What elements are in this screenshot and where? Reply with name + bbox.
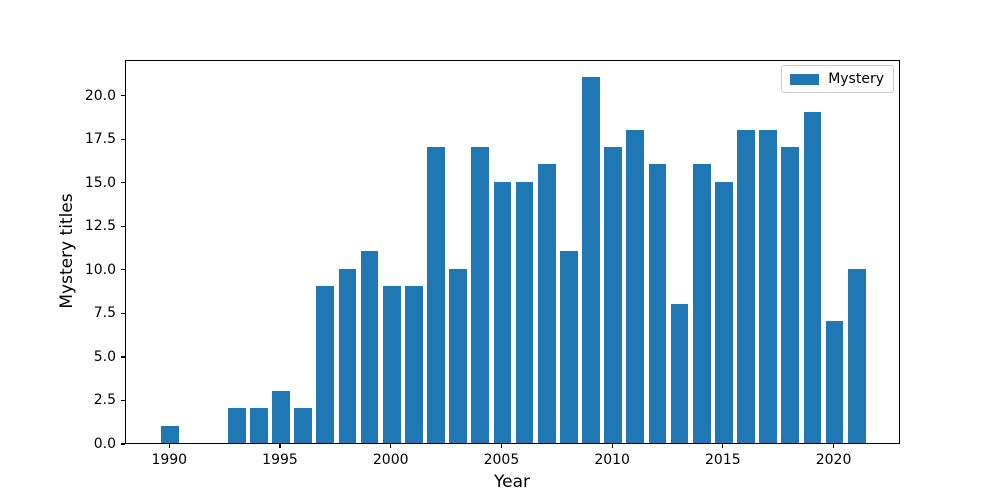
x-tick-label: 1990: [151, 452, 188, 468]
bar-2003: [449, 268, 467, 443]
legend: Mystery: [781, 65, 894, 93]
bar-1997: [316, 286, 335, 443]
x-tick-mark: [832, 444, 835, 448]
x-tick-label: 2020: [815, 452, 852, 468]
y-tick-label: 5.0: [93, 348, 116, 365]
bar-1996: [294, 408, 312, 443]
x-tick-label: 1995: [262, 452, 298, 468]
x-tick-label: 2000: [372, 452, 409, 468]
x-tick-mark: [390, 444, 392, 448]
plot-area: Mystery: [125, 60, 900, 444]
y-tick-mark: [121, 225, 125, 227]
y-tick-label: 2.5: [93, 392, 116, 409]
y-tick-mark: [121, 443, 125, 445]
x-tick-label: 2010: [594, 452, 630, 468]
bar-2016: [737, 129, 755, 443]
y-tick-mark: [121, 312, 125, 314]
bar-2013: [670, 303, 689, 443]
bar-1990: [161, 425, 180, 443]
x-tick-mark: [279, 444, 281, 448]
bar-2000: [382, 286, 401, 443]
bar-1994: [250, 408, 268, 443]
bar-1999: [360, 251, 379, 443]
y-tick-label: 7.5: [93, 305, 116, 322]
x-tick-mark: [168, 444, 170, 448]
bar-2014: [692, 164, 711, 443]
x-tick-label: 2005: [483, 452, 520, 468]
bar-1995: [272, 390, 290, 443]
y-tick-mark: [121, 399, 125, 402]
x-tick-mark: [722, 444, 724, 448]
legend-label: Mystery: [828, 71, 884, 87]
y-tick-label: 0.0: [93, 436, 116, 452]
bars-container: [126, 61, 899, 443]
bar-2009: [582, 77, 600, 443]
bar-2001: [405, 286, 423, 443]
bar-2018: [781, 146, 800, 443]
bar-2020: [825, 321, 844, 443]
y-tick-mark: [121, 138, 125, 140]
y-tick-label: 12.5: [84, 218, 116, 235]
bar-2015: [715, 181, 733, 443]
y-tick-mark: [121, 356, 125, 358]
x-tick-mark: [500, 444, 503, 448]
bar-2021: [847, 268, 866, 443]
y-tick-label: 20.0: [84, 87, 116, 104]
bar-2017: [759, 129, 777, 443]
y-tick-mark: [121, 269, 125, 271]
bar-1998: [338, 268, 357, 443]
bar-2011: [626, 129, 645, 443]
bar-2006: [515, 181, 534, 443]
y-tick-label: 17.5: [84, 131, 116, 148]
y-tick-label: 15.0: [84, 174, 116, 191]
y-tick-label: 10.0: [84, 261, 116, 278]
bar-2002: [427, 146, 445, 443]
bar-2012: [648, 164, 667, 443]
bar-2004: [471, 146, 490, 443]
y-tick-mark: [121, 182, 125, 184]
bar-2005: [493, 181, 512, 443]
bar-2010: [604, 146, 622, 443]
bar-1993: [227, 408, 246, 443]
bar-2007: [537, 164, 556, 443]
bar-2019: [803, 112, 822, 443]
x-tick-label: 2015: [705, 452, 741, 468]
y-axis-label: Mystery titles: [57, 193, 77, 309]
legend-swatch-icon: [790, 73, 820, 85]
x-tick-mark: [611, 444, 613, 448]
x-axis-label: Year: [494, 472, 530, 492]
y-tick-mark: [121, 95, 125, 97]
bar-2008: [560, 251, 578, 443]
